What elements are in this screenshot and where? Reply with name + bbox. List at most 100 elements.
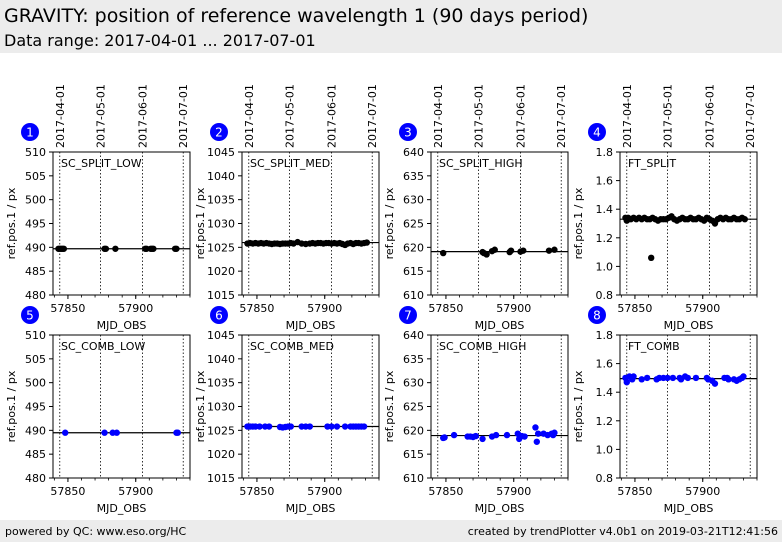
y-tick-label: 1025 bbox=[207, 424, 235, 437]
plot-frame bbox=[52, 334, 191, 479]
chart-panel-2: 2 2017-04-01 2017-05-01 2017-06-01 2017-07-0… bbox=[194, 84, 380, 332]
x-axis-label: MJD_OBS bbox=[475, 502, 525, 515]
y-tick-label: 1.0 bbox=[596, 443, 614, 456]
data-point bbox=[441, 434, 448, 441]
panel-title: FT_SPLIT bbox=[628, 157, 676, 170]
data-point bbox=[306, 423, 314, 430]
x-axis-label: MJD_OBS bbox=[286, 319, 336, 332]
plot-frame bbox=[619, 334, 758, 479]
y-tick-label: 0.8 bbox=[596, 289, 614, 302]
data-point bbox=[256, 423, 263, 430]
panel-number-badge bbox=[21, 123, 39, 141]
y-tick-label: 1.2 bbox=[596, 232, 614, 245]
x-tick-label: 57900 bbox=[307, 485, 342, 498]
data-point bbox=[692, 374, 700, 382]
y-tick-label: 500 bbox=[25, 194, 46, 207]
data-point bbox=[60, 245, 68, 252]
panel-title: FT_COMB bbox=[628, 340, 680, 353]
data-point bbox=[623, 378, 630, 386]
x-tick-label: 57850 bbox=[428, 302, 463, 315]
data-point bbox=[520, 247, 527, 254]
y-axis-label: ref.pos.1 / px bbox=[5, 370, 18, 442]
y-tick-label: 1.6 bbox=[596, 175, 614, 188]
y-tick-label: 620 bbox=[403, 241, 424, 254]
x-tick-label: 57900 bbox=[496, 485, 531, 498]
data-point bbox=[102, 245, 110, 252]
data-point bbox=[711, 380, 719, 387]
data-point bbox=[533, 438, 541, 445]
y-tick-label: 1.8 bbox=[596, 146, 614, 159]
data-point bbox=[440, 249, 447, 257]
plot-frame bbox=[52, 151, 191, 296]
data-point bbox=[503, 431, 511, 439]
footer-timestamp: created by trendPlotter v4.0b1 on 2019-0… bbox=[467, 525, 778, 538]
chart-panel-4: 4 2017-04-01 2017-05-01 2017-06-01 2017-07-0… bbox=[572, 84, 758, 332]
y-tick-label: 1.8 bbox=[596, 329, 614, 342]
y-tick-label: 1.2 bbox=[596, 415, 614, 428]
chart-panel-3: 3 2017-04-01 2017-05-01 2017-06-01 2017-07-0… bbox=[383, 84, 569, 332]
plot-frame bbox=[430, 151, 569, 296]
y-tick-label: 625 bbox=[403, 401, 424, 414]
data-point bbox=[669, 374, 677, 382]
y-tick-label: 510 bbox=[25, 146, 46, 159]
y-tick-label: 1045 bbox=[207, 329, 235, 342]
y-tick-label: 610 bbox=[403, 472, 424, 485]
y-axis-label: ref.pos.1 / px bbox=[194, 370, 207, 442]
data-point bbox=[492, 431, 500, 439]
data-point bbox=[725, 376, 732, 383]
y-tick-label: 505 bbox=[25, 353, 46, 366]
panel-number-label: 1 bbox=[26, 126, 34, 140]
x-tick-label: 57900 bbox=[685, 302, 720, 315]
plot-frame bbox=[619, 151, 758, 296]
y-tick-label: 1040 bbox=[207, 170, 235, 183]
data-point bbox=[741, 216, 748, 223]
y-tick-label: 1.6 bbox=[596, 358, 614, 371]
date-tick-label: 2017-07-01 bbox=[555, 84, 568, 148]
data-point bbox=[643, 374, 651, 382]
panel-number-label: 2 bbox=[215, 126, 223, 140]
data-point bbox=[341, 423, 349, 430]
x-tick-label: 57850 bbox=[428, 485, 463, 498]
y-tick-label: 495 bbox=[25, 218, 46, 231]
y-tick-label: 630 bbox=[403, 194, 424, 207]
date-tick-label: 2017-05-01 bbox=[472, 84, 485, 148]
x-tick-label: 57900 bbox=[118, 485, 153, 498]
data-point bbox=[507, 247, 515, 254]
y-tick-label: 1025 bbox=[207, 241, 235, 254]
data-point bbox=[532, 424, 539, 431]
y-axis-label: ref.pos.1 / px bbox=[572, 187, 585, 259]
y-axis-label: ref.pos.1 / px bbox=[5, 187, 18, 259]
data-point bbox=[113, 429, 120, 436]
footer-credit: powered by QC: www.eso.org/HC bbox=[5, 525, 187, 538]
y-axis-label: ref.pos.1 / px bbox=[572, 370, 585, 442]
date-tick-label: 2017-05-01 bbox=[283, 84, 296, 148]
panel-number-label: 7 bbox=[404, 309, 412, 323]
panel-number-label: 5 bbox=[26, 309, 34, 323]
date-tick-label: 2017-04-01 bbox=[243, 84, 256, 148]
x-tick-label: 57850 bbox=[617, 485, 652, 498]
panel-number-badge bbox=[210, 123, 228, 141]
y-tick-label: 490 bbox=[25, 424, 46, 437]
header-bar: GRAVITY: position of reference wavelengt… bbox=[0, 0, 782, 53]
y-tick-label: 0.8 bbox=[596, 472, 614, 485]
data-point bbox=[287, 423, 295, 430]
data-point bbox=[684, 374, 692, 382]
plot-frame bbox=[241, 334, 380, 479]
panel-title: SC_COMB_LOW bbox=[61, 340, 145, 353]
y-tick-label: 1015 bbox=[207, 472, 235, 485]
data-point bbox=[363, 239, 370, 246]
y-tick-label: 635 bbox=[403, 353, 424, 366]
date-tick-label: 2017-05-01 bbox=[661, 84, 674, 148]
panel-number-badge bbox=[588, 123, 606, 141]
data-point bbox=[551, 246, 558, 253]
y-tick-label: 630 bbox=[403, 377, 424, 390]
x-axis-label: MJD_OBS bbox=[664, 319, 714, 332]
y-tick-label: 615 bbox=[403, 265, 424, 278]
panel-number-badge bbox=[21, 306, 39, 324]
data-point bbox=[638, 376, 645, 383]
x-tick-label: 57850 bbox=[50, 302, 85, 315]
x-tick-label: 57900 bbox=[496, 302, 531, 315]
data-point bbox=[333, 423, 341, 430]
date-tick-label: 2017-05-01 bbox=[94, 84, 107, 148]
